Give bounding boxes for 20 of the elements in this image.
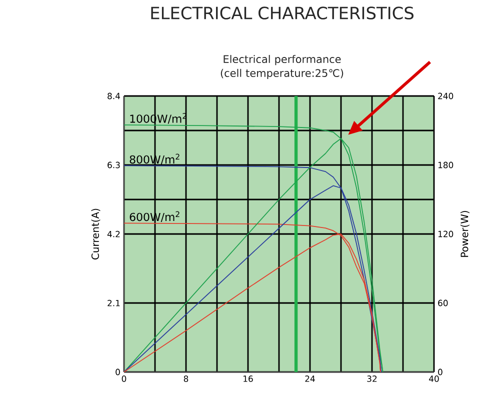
x-tick-label: 16 <box>244 376 253 382</box>
y2-tick-label: 240 <box>438 92 454 100</box>
y-tick-label: 4.2 <box>107 230 120 238</box>
x-tick-label: 8 <box>184 376 188 382</box>
y-axis-title: Current(A) <box>91 208 100 260</box>
x-tick-label: 0 <box>122 376 126 382</box>
y-tick-label: 8.4 <box>108 92 120 100</box>
y2-tick-label: 120 <box>438 230 454 238</box>
x-tick-label: 32 <box>367 376 377 382</box>
y-tick-label: 0 <box>116 368 120 376</box>
y2-tick-label: 180 <box>438 162 454 168</box>
y-tick-label: 6.3 <box>108 162 120 168</box>
x-tick-label: 24 <box>305 376 315 382</box>
y2-tick-label: 60 <box>438 300 448 306</box>
y-tick-label: 2.1 <box>108 300 120 306</box>
chart-subtitle: Electrical performance (cell temperature:25℃) <box>220 54 344 80</box>
chart-title: ELECTRICAL CHARACTERISTICS <box>151 6 414 20</box>
y2-tick-label: 0 <box>438 368 442 376</box>
y2-axis-title: Power(W) <box>460 210 470 257</box>
x-tick-label: 40 <box>429 376 439 382</box>
